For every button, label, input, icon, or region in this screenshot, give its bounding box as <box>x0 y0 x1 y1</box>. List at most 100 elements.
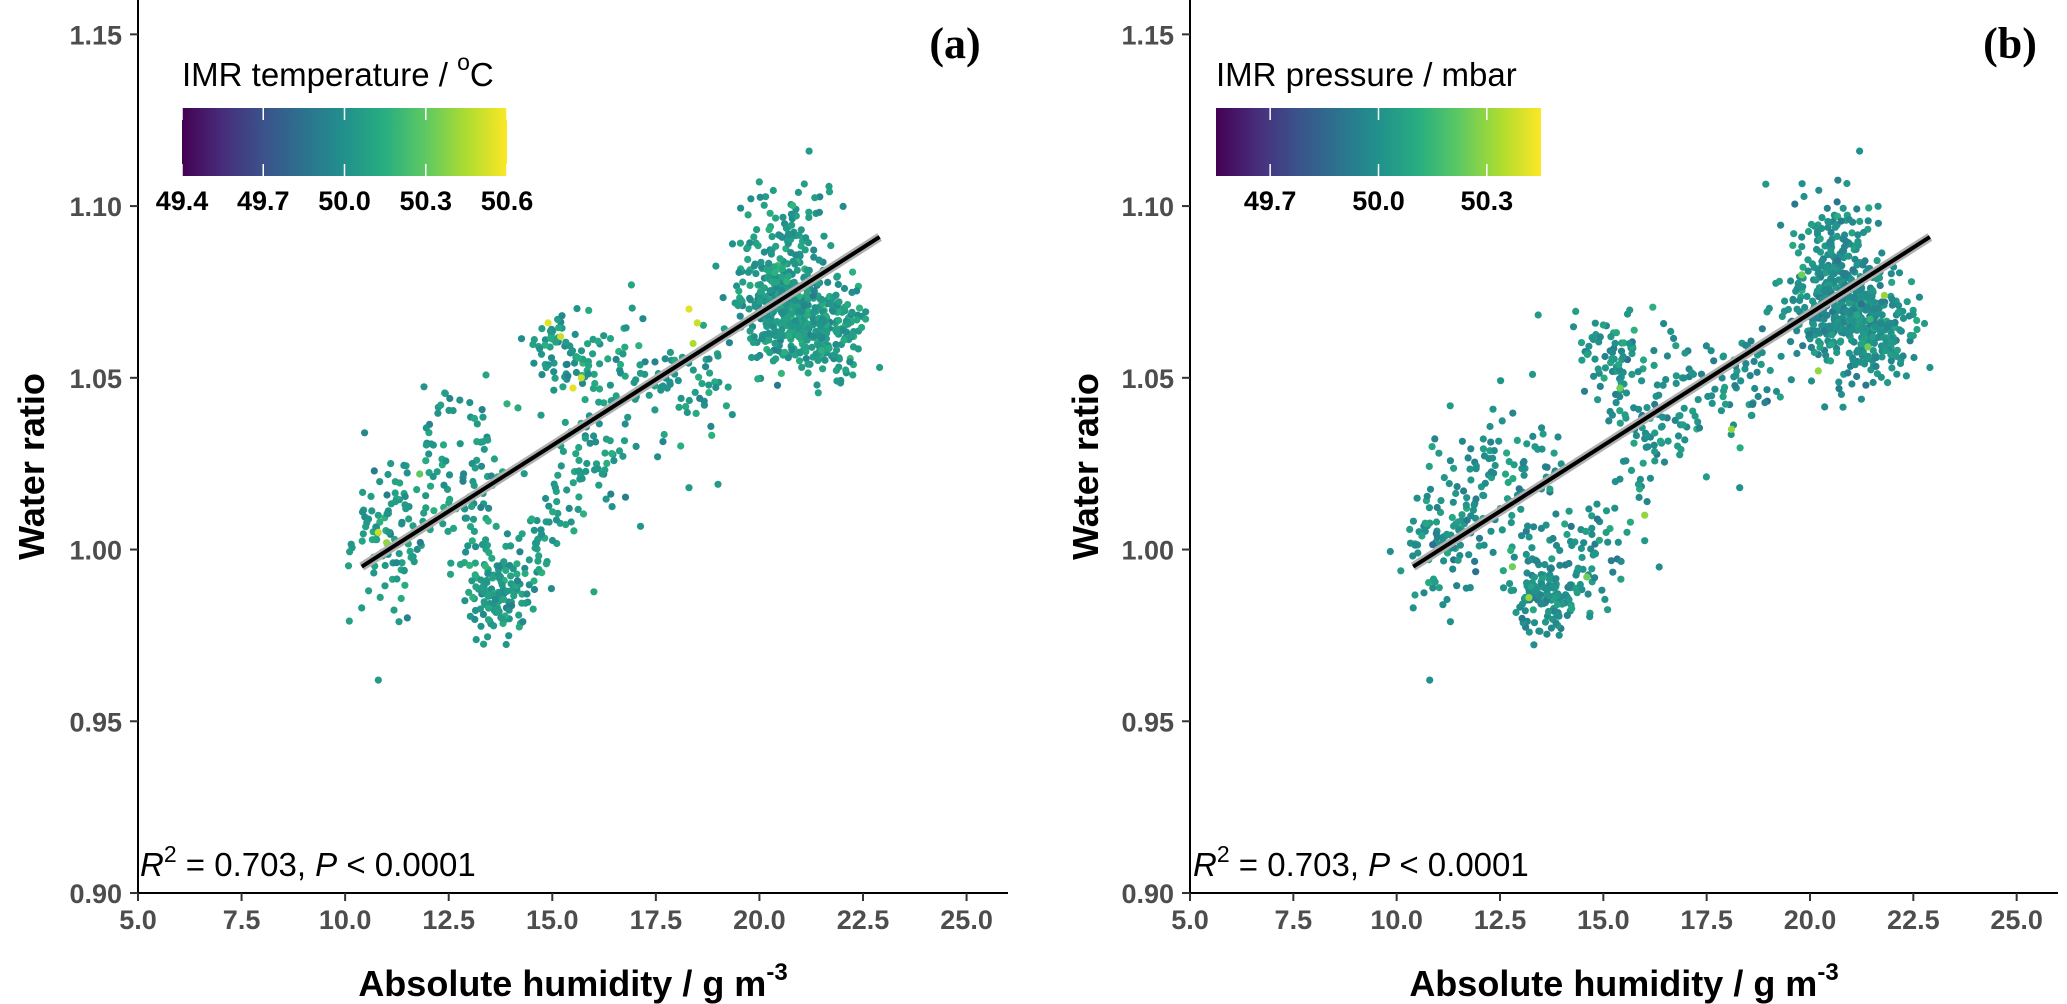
colorbar-tick-label: 49.7 <box>1244 186 1297 216</box>
data-point <box>1856 147 1864 155</box>
data-point <box>752 270 760 278</box>
data-point <box>466 561 474 570</box>
data-point <box>702 363 710 371</box>
data-point <box>755 178 763 186</box>
data-point <box>579 510 588 518</box>
data-point <box>1643 498 1651 506</box>
data-point <box>1849 356 1857 365</box>
data-point <box>1868 286 1877 294</box>
data-point <box>368 507 376 515</box>
data-point <box>1554 433 1562 441</box>
data-point <box>1458 437 1466 445</box>
data-point <box>693 319 701 327</box>
data-point <box>1583 573 1591 581</box>
data-point <box>855 304 864 312</box>
data-point <box>1602 528 1610 537</box>
data-point <box>817 346 826 354</box>
data-point <box>503 400 511 408</box>
colorbar-tick-label: 50.6 <box>481 186 534 216</box>
data-point <box>811 194 819 202</box>
data-point <box>1784 305 1792 314</box>
data-point <box>621 343 629 351</box>
data-point <box>1465 551 1473 559</box>
data-point <box>1860 290 1869 298</box>
data-point <box>1827 340 1835 349</box>
data-point <box>1718 374 1726 382</box>
y-axis-title: Water ratio <box>1065 373 1106 560</box>
data-point <box>578 379 587 387</box>
data-point <box>1814 367 1822 375</box>
data-point <box>1454 518 1462 526</box>
data-point <box>1539 430 1547 438</box>
data-point <box>1853 261 1861 269</box>
data-point <box>480 640 488 648</box>
data-point <box>546 327 555 335</box>
data-point <box>1611 339 1619 347</box>
data-point <box>1519 459 1527 467</box>
data-point <box>471 464 479 472</box>
data-point <box>509 565 517 573</box>
data-point <box>1798 271 1806 279</box>
data-point <box>1440 557 1448 565</box>
colorbar-legend: IMR temperature / oC 49.4 49.7 50.0 50.3 50.6 <box>156 49 534 216</box>
data-point <box>766 287 774 295</box>
data-point <box>395 618 403 626</box>
data-point <box>1749 400 1757 408</box>
data-point <box>465 588 473 597</box>
panel-label: (b) <box>1983 19 2037 68</box>
data-point <box>403 614 411 622</box>
data-point <box>1825 322 1833 330</box>
data-point <box>798 307 806 315</box>
data-point <box>1857 395 1865 403</box>
data-point <box>1836 338 1844 346</box>
data-point <box>571 330 579 338</box>
data-point <box>471 606 480 615</box>
data-point <box>788 309 796 317</box>
data-point <box>445 499 453 507</box>
data-point <box>691 388 699 396</box>
data-point <box>1880 334 1888 342</box>
data-point <box>1525 628 1533 636</box>
data-point <box>1681 349 1689 357</box>
data-point <box>796 349 804 357</box>
data-point <box>1815 269 1824 277</box>
data-point <box>1694 396 1702 404</box>
data-point <box>1827 248 1835 256</box>
data-point <box>391 489 399 497</box>
data-point <box>1590 372 1598 380</box>
data-point <box>1517 505 1525 513</box>
data-point <box>839 326 847 334</box>
data-point <box>1423 492 1431 500</box>
data-point <box>1568 541 1576 550</box>
data-point <box>769 186 777 195</box>
data-point <box>1839 403 1847 411</box>
data-point <box>562 338 570 346</box>
data-point <box>471 559 479 567</box>
data-point <box>1702 473 1710 481</box>
data-point <box>805 208 813 216</box>
data-point <box>1628 370 1636 378</box>
data-point <box>1798 243 1806 251</box>
data-point <box>1541 561 1549 569</box>
data-point <box>1616 419 1624 427</box>
data-point <box>1556 561 1564 569</box>
data-point <box>737 296 745 304</box>
data-point <box>1486 422 1494 431</box>
data-point <box>766 209 774 217</box>
data-point <box>1824 217 1832 226</box>
data-point <box>707 422 715 430</box>
data-point <box>381 561 389 570</box>
data-point <box>1487 438 1495 446</box>
data-point <box>804 360 812 368</box>
data-point <box>542 494 550 503</box>
data-point <box>541 341 549 349</box>
data-point <box>1816 235 1824 243</box>
data-point <box>1513 436 1521 444</box>
point-layer-b <box>1386 147 1934 684</box>
data-point <box>800 301 808 309</box>
data-point <box>589 350 597 358</box>
data-point <box>1568 604 1576 613</box>
data-point <box>358 604 366 612</box>
data-point <box>827 242 835 250</box>
